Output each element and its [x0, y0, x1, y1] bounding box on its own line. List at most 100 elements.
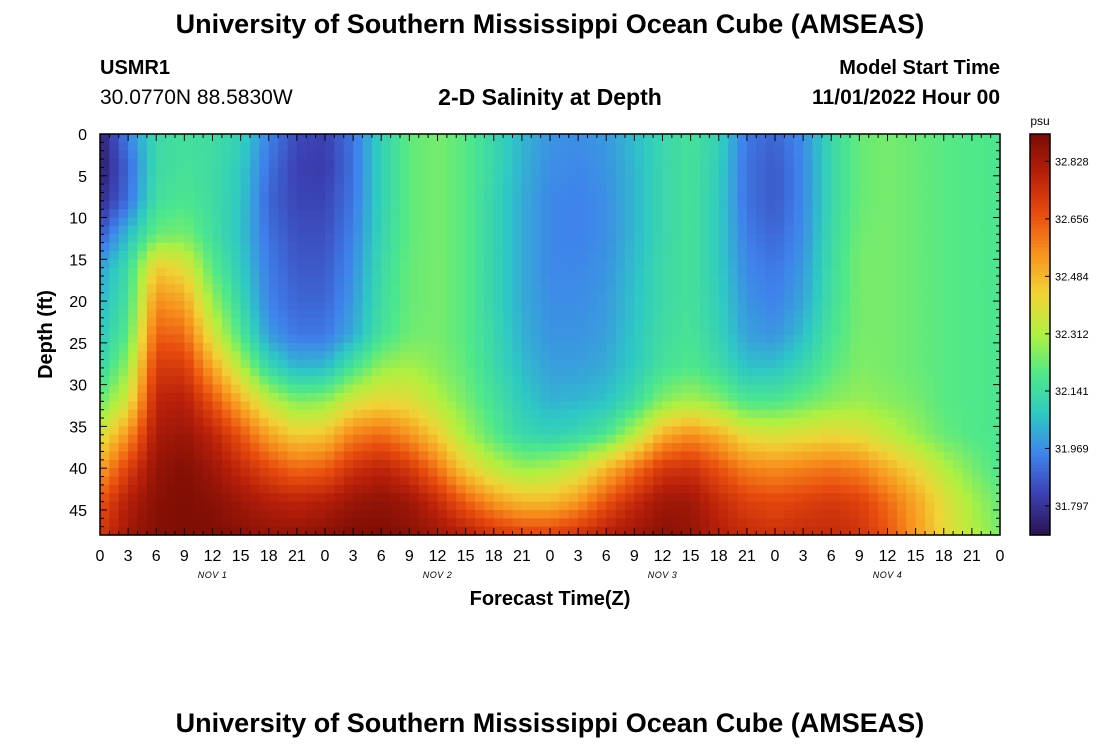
- heatmap-cell: [578, 284, 589, 294]
- heatmap-cell: [503, 292, 514, 302]
- heatmap-cell: [887, 175, 898, 185]
- heatmap-cell: [709, 418, 720, 427]
- heatmap-cell: [868, 509, 879, 519]
- heatmap-cell: [418, 200, 429, 210]
- heatmap-cell: [559, 493, 570, 503]
- heatmap-cell: [587, 426, 598, 436]
- heatmap-cell: [493, 217, 504, 227]
- heatmap-cell: [793, 234, 804, 244]
- heatmap-cell: [296, 200, 307, 210]
- heatmap-cell: [831, 509, 842, 519]
- heatmap-cell: [653, 409, 664, 419]
- heatmap-cell: [596, 459, 607, 469]
- heatmap-cell: [671, 276, 682, 285]
- heatmap-cell: [831, 267, 842, 277]
- heatmap-cell: [793, 451, 804, 461]
- heatmap-cell: [709, 501, 720, 511]
- heatmap-cell: [287, 334, 298, 344]
- heatmap-cell: [212, 217, 223, 227]
- heatmap-cell: [840, 451, 851, 461]
- heatmap-cell: [456, 351, 467, 361]
- heatmap-cell: [334, 401, 345, 411]
- heatmap-cell: [287, 217, 298, 227]
- heatmap-cell: [700, 451, 710, 461]
- heatmap-cell: [446, 351, 457, 361]
- heatmap-cell: [559, 225, 570, 235]
- heatmap-cell: [765, 259, 776, 269]
- heatmap-cell: [559, 209, 570, 219]
- heatmap-cell: [812, 250, 823, 260]
- heatmap-cell: [812, 334, 823, 344]
- heatmap-cell: [596, 351, 607, 361]
- heatmap-cell: [765, 376, 776, 386]
- heatmap-cell: [906, 493, 917, 503]
- heatmap-cell: [990, 142, 1001, 152]
- heatmap-cell: [193, 200, 204, 210]
- heatmap-cell: [371, 284, 382, 294]
- heatmap-cell: [531, 192, 542, 202]
- heatmap-cell: [671, 376, 682, 386]
- heatmap-cell: [615, 418, 626, 427]
- heatmap-cell: [118, 242, 129, 252]
- heatmap-cell: [343, 501, 354, 511]
- heatmap-cell: [906, 250, 917, 260]
- heatmap-cell: [737, 242, 748, 252]
- heatmap-cell: [568, 284, 579, 294]
- heatmap-cell: [981, 451, 992, 461]
- heatmap-cell: [531, 317, 542, 327]
- heatmap-cell: [381, 217, 392, 227]
- heatmap-cell: [184, 217, 195, 227]
- heatmap-cell: [456, 242, 467, 252]
- heatmap-cell: [700, 493, 710, 503]
- heatmap-cell: [915, 376, 926, 386]
- heatmap-cell: [559, 434, 570, 444]
- heatmap-cell: [446, 134, 457, 143]
- heatmap-cell: [709, 526, 720, 536]
- heatmap-cell: [878, 250, 889, 260]
- heatmap-cell: [409, 384, 420, 394]
- heatmap-cell: [971, 267, 982, 277]
- heatmap-cell: [925, 326, 935, 336]
- heatmap-cell: [456, 225, 467, 235]
- heatmap-cell: [100, 434, 110, 444]
- heatmap-cell: [850, 426, 860, 436]
- heatmap-cell: [606, 184, 617, 194]
- heatmap-cell: [231, 200, 242, 210]
- heatmap-cell: [137, 150, 148, 160]
- heatmap-cell: [137, 259, 148, 269]
- heatmap-cell: [653, 326, 664, 336]
- heatmap-cell: [653, 359, 664, 369]
- heatmap-cell: [934, 509, 945, 519]
- heatmap-cell: [540, 326, 551, 336]
- heatmap-cell: [521, 493, 532, 503]
- heatmap-cell: [193, 150, 204, 160]
- colorbar-segment: [1030, 207, 1050, 212]
- heatmap-cell: [981, 426, 992, 436]
- heatmap-cell: [615, 209, 626, 219]
- heatmap-cell: [268, 484, 279, 494]
- heatmap-cell: [578, 434, 589, 444]
- heatmap-cell: [353, 401, 364, 411]
- heatmap-cell: [915, 250, 926, 260]
- heatmap-cell: [793, 334, 804, 344]
- heatmap-cell: [831, 250, 842, 260]
- heatmap-cell: [962, 409, 973, 419]
- heatmap-cell: [446, 309, 457, 319]
- heatmap-cell: [990, 376, 1001, 386]
- heatmap-cell: [259, 501, 270, 511]
- heatmap-cell: [390, 175, 401, 185]
- heatmap-cell: [962, 309, 973, 319]
- heatmap-cell: [878, 225, 889, 235]
- heatmap-cell: [615, 309, 626, 319]
- heatmap-cell: [784, 367, 795, 377]
- heatmap-cell: [643, 509, 654, 519]
- heatmap-cell: [390, 434, 401, 444]
- heatmap-cell: [306, 351, 317, 361]
- heatmap-cell: [943, 234, 954, 244]
- heatmap-cell: [456, 509, 467, 519]
- heatmap-cell: [765, 367, 776, 377]
- heatmap-cell: [371, 200, 382, 210]
- heatmap-cell: [296, 376, 307, 386]
- heatmap-cell: [250, 167, 260, 177]
- heatmap-cell: [400, 392, 410, 402]
